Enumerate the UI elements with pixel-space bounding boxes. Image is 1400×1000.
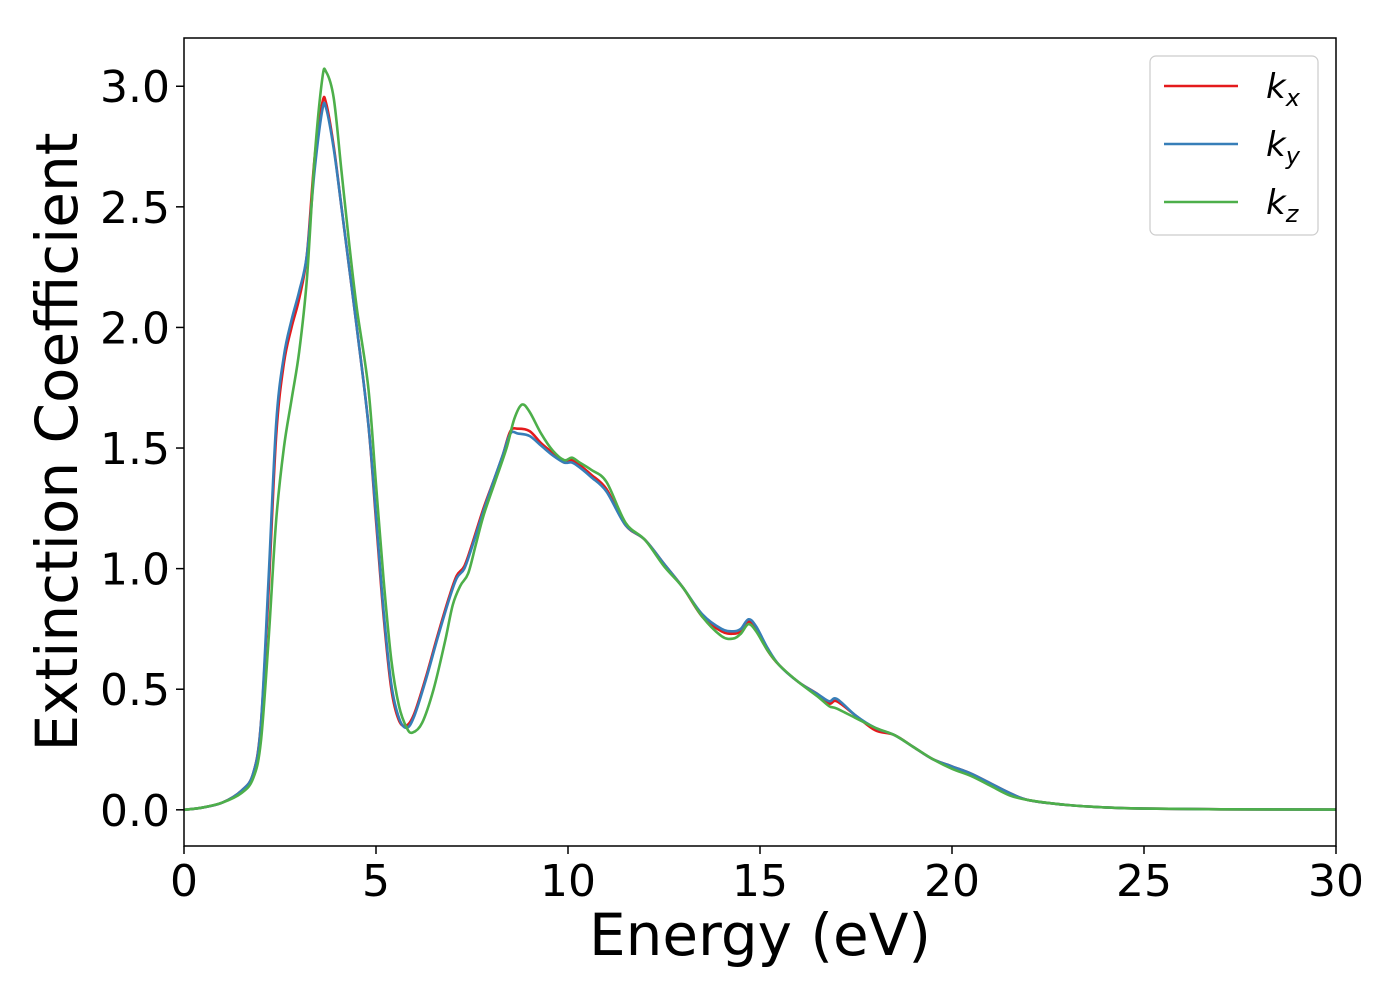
y-tick-label: 2.0 (100, 303, 170, 354)
x-tick-label: 5 (362, 856, 390, 907)
y-tick-label: 3.0 (100, 62, 170, 113)
legend-label-subscript: y (1285, 142, 1301, 170)
x-tick-label: 15 (732, 856, 788, 907)
legend-label-z: kz (1266, 183, 1300, 228)
x-tick-label: 0 (170, 856, 198, 907)
legend-label-subscript: x (1285, 84, 1301, 112)
y-axis: 0.0 0.5 1.0 1.5 2.0 2.5 3.0 (100, 62, 184, 837)
x-axis: 0 5 10 15 20 25 30 (170, 846, 1364, 907)
x-tick-label: 20 (924, 856, 980, 907)
legend-label-x: kx (1266, 67, 1301, 112)
y-tick-label: 0.0 (100, 786, 170, 837)
legend-box (1149, 55, 1319, 236)
series-line-z (183, 67, 1337, 812)
series-layer (183, 67, 1337, 812)
legend-label-y: ky (1266, 125, 1301, 170)
y-tick-label: 0.5 (100, 665, 170, 716)
legend-label-base: k (1266, 67, 1287, 107)
x-axis-title: Energy (eV) (589, 901, 931, 969)
x-tick-label: 25 (1116, 856, 1172, 907)
y-tick-label: 1.5 (100, 424, 170, 475)
x-tick-label: 10 (540, 856, 596, 907)
x-tick-label: 30 (1308, 856, 1364, 907)
y-axis-title: Extinction Coefficient (23, 133, 91, 752)
legend-label-subscript: z (1285, 200, 1300, 228)
legend-label-base: k (1266, 125, 1287, 165)
legend-label-base: k (1266, 183, 1287, 223)
y-tick-label: 1.0 (100, 545, 170, 596)
y-tick-label: 2.5 (100, 183, 170, 234)
